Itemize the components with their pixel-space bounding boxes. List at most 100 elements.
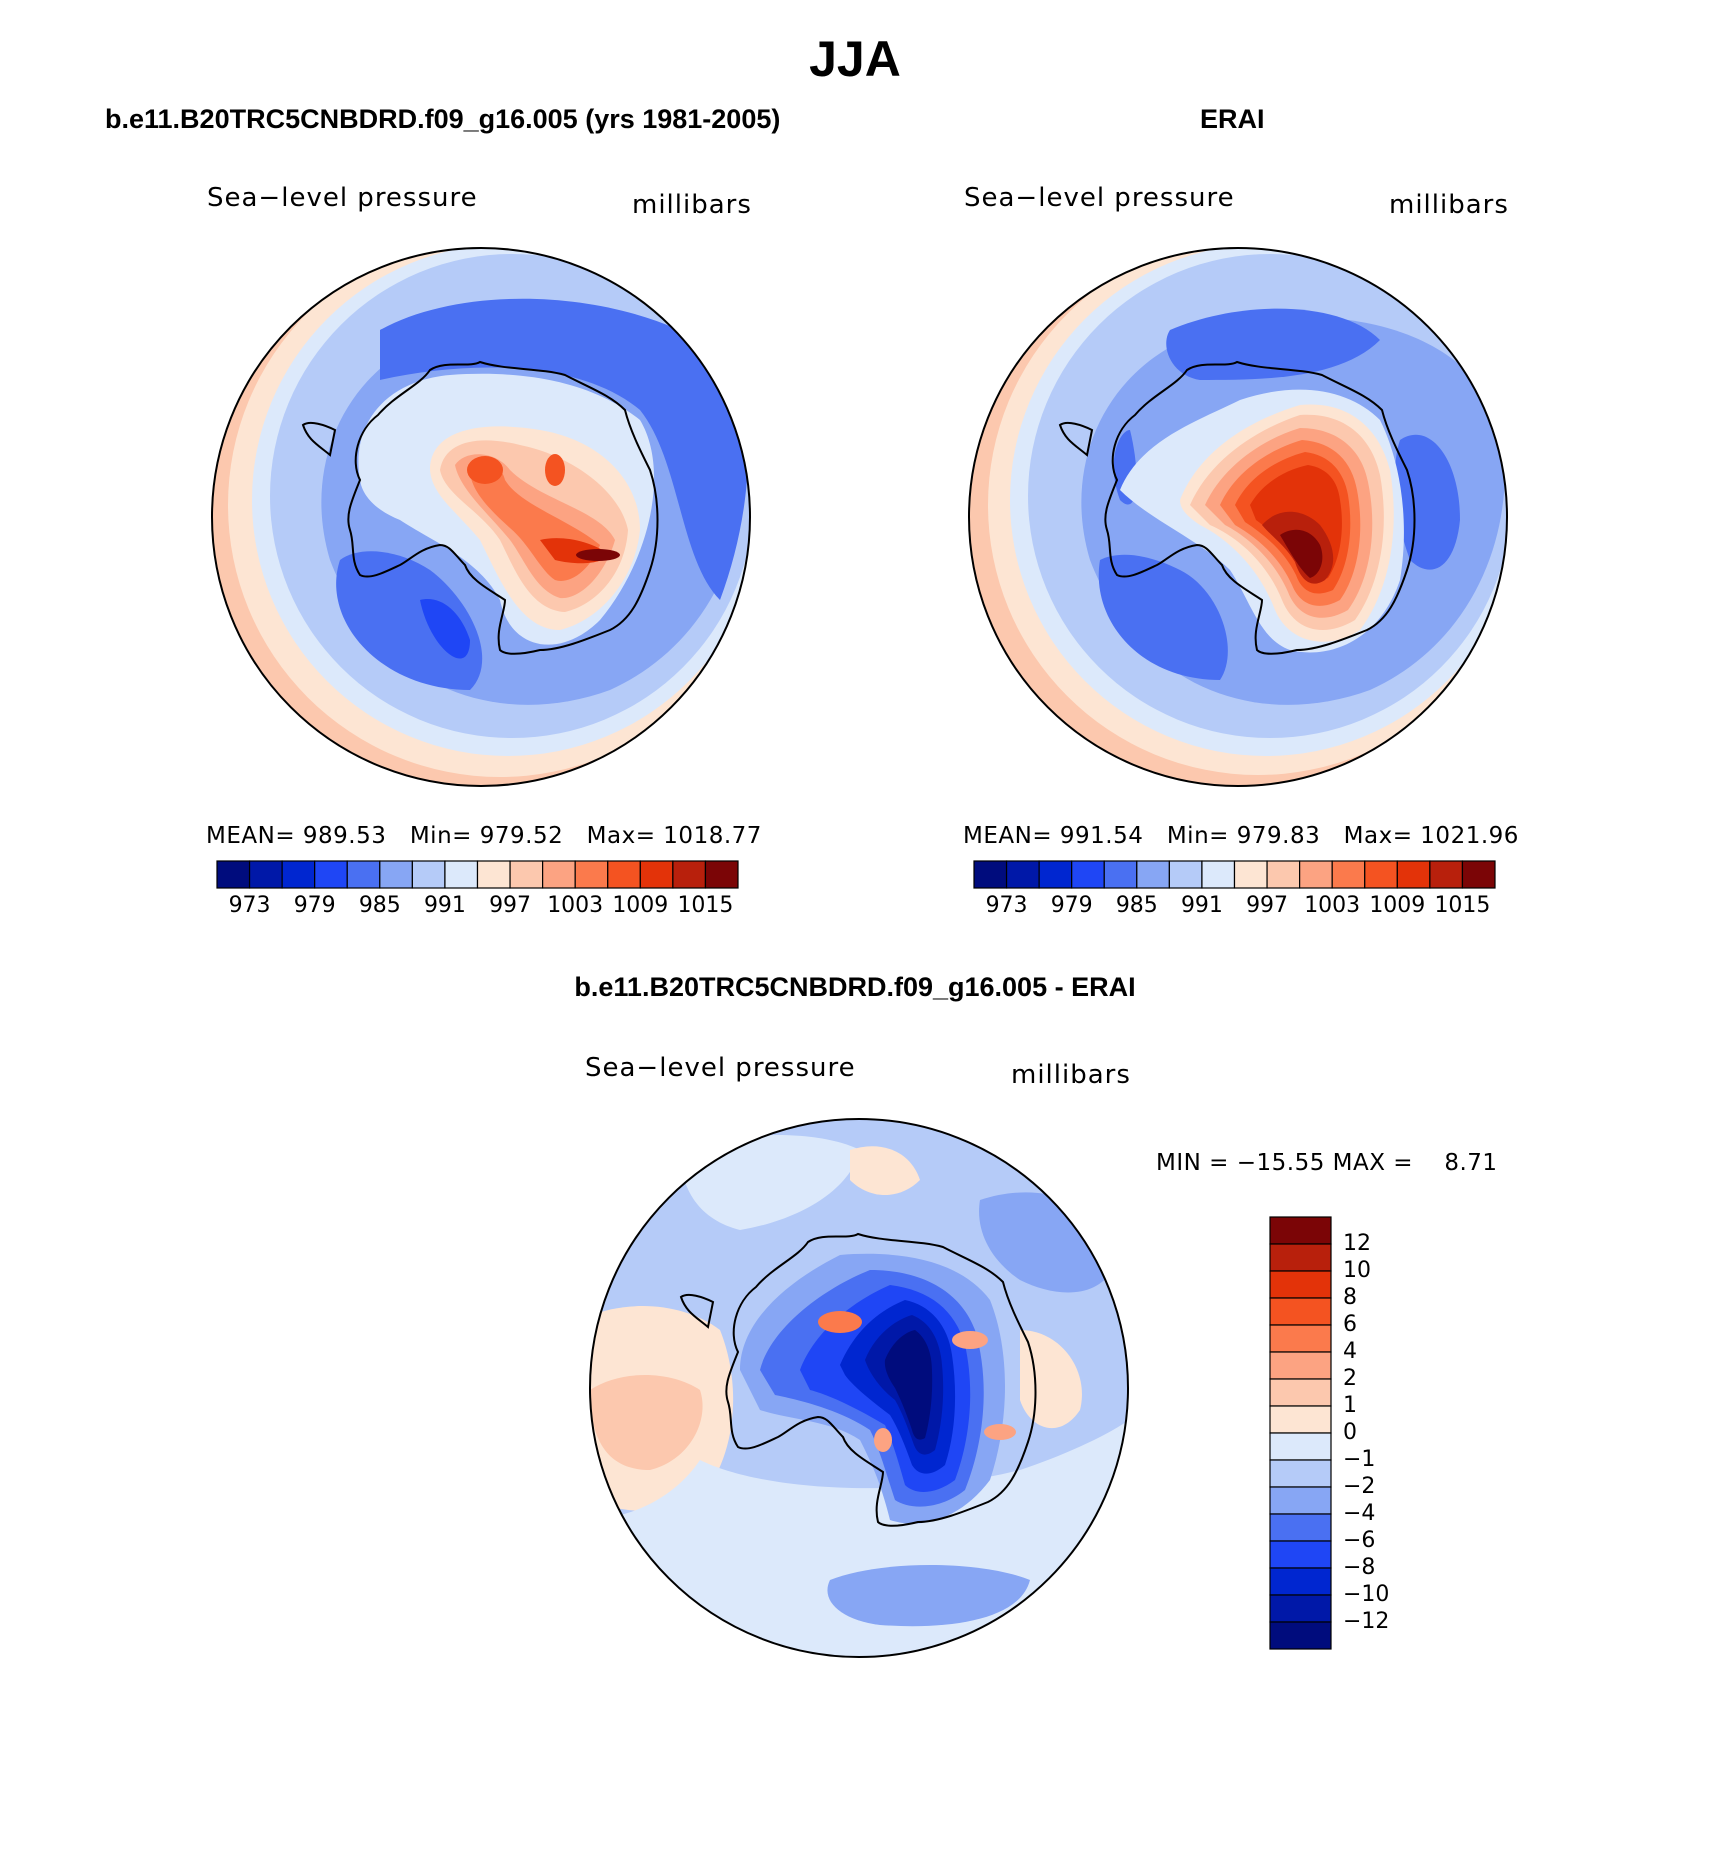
field-band xyxy=(380,298,749,600)
colorbar-tick-label: 0 xyxy=(1343,1420,1357,1445)
colorbar-swatch xyxy=(1269,1351,1332,1380)
colorbar-swatch xyxy=(314,860,348,889)
min-value: 979.52 xyxy=(479,823,564,849)
colorbar-swatch xyxy=(248,860,283,889)
colorbar-swatch xyxy=(1269,1432,1332,1461)
colorbar-tick-label: 979 xyxy=(1050,893,1093,918)
colorbar-tick-label: 1009 xyxy=(612,893,669,918)
field-band xyxy=(467,456,503,484)
colorbar-swatch xyxy=(1269,1567,1332,1596)
max-value: 1018.77 xyxy=(663,823,762,849)
colorbar-tick-label: 10 xyxy=(1343,1258,1371,1283)
figure-title: JJA xyxy=(809,31,901,87)
colorbar-swatch xyxy=(704,860,739,889)
colorbar-tick-label: 1015 xyxy=(1434,893,1491,918)
antarctic-peninsula-coastline xyxy=(301,421,337,457)
field-band xyxy=(680,1135,860,1230)
colorbar-model xyxy=(216,860,739,889)
field-band xyxy=(420,599,470,659)
colorbar-swatch xyxy=(1269,1486,1332,1515)
stats-difference: MIN = −15.55 MAX = 8.71 xyxy=(1156,1150,1498,1176)
colorbar-swatch xyxy=(281,860,316,889)
colorbar-swatch xyxy=(1201,860,1236,889)
colorbar-swatch xyxy=(1461,860,1496,889)
field-band xyxy=(576,549,620,561)
colorbar-swatch xyxy=(346,860,381,889)
colorbar-tick-label: 2 xyxy=(1343,1366,1357,1391)
colorbar-tick-label: 997 xyxy=(1246,893,1289,918)
field-band xyxy=(1394,434,1460,570)
colorbar-tick-label: −10 xyxy=(1343,1582,1390,1607)
field-band xyxy=(590,1375,703,1470)
field-band xyxy=(1166,308,1380,380)
variable-label-difference: Sea−level pressure xyxy=(585,1053,856,1083)
colorbar-tick-label: 1015 xyxy=(677,893,734,918)
colorbar-tick-label: 985 xyxy=(1115,893,1158,918)
field-band xyxy=(827,1565,1030,1627)
colorbar-swatch xyxy=(1038,860,1073,889)
colorbar-swatch xyxy=(216,860,251,889)
colorbar-swatch xyxy=(1269,1540,1332,1569)
colorbar-swatch xyxy=(639,860,674,889)
colorbar-swatch xyxy=(1136,860,1170,889)
colorbar-tick-label: 973 xyxy=(985,893,1028,918)
map-erai xyxy=(968,247,1508,787)
variable-label-model: Sea−level pressure xyxy=(207,183,478,213)
mean-value: 991.54 xyxy=(1059,823,1144,849)
colorbar-swatch xyxy=(672,860,707,889)
colorbar-swatch xyxy=(1269,1405,1332,1434)
map-boundary xyxy=(589,1118,1129,1658)
colorbar-tick-label: 991 xyxy=(423,893,466,918)
colorbar-tick-label: −4 xyxy=(1343,1501,1376,1526)
colorbar-swatch xyxy=(1103,860,1138,889)
colorbar-swatch xyxy=(1071,860,1105,889)
colorbar-tick-label: 12 xyxy=(1343,1231,1371,1256)
min-value: 979.83 xyxy=(1236,823,1321,849)
colorbar-swatch xyxy=(1269,1243,1332,1272)
colorbar-tick-label: 1003 xyxy=(1304,893,1361,918)
field-band xyxy=(1098,554,1228,680)
antarctica-coastline xyxy=(725,1232,1037,1527)
colorbar-swatch xyxy=(1005,860,1040,889)
colorbar-tick-label: 1003 xyxy=(547,893,604,918)
field-band xyxy=(545,454,565,486)
field-band xyxy=(1280,529,1323,578)
variable-label-erai: Sea−level pressure xyxy=(964,183,1235,213)
stats-erai: MEAN= 991.54 Min= 979.83 Max= 1021.96 xyxy=(963,823,1519,849)
colorbar-swatch xyxy=(1269,1216,1332,1245)
min-label: Min= xyxy=(409,823,472,849)
panel-title-erai: ERAI xyxy=(1200,104,1265,134)
colorbar-swatch xyxy=(1364,860,1398,889)
colorbar-swatch xyxy=(1269,1378,1332,1407)
colorbar-swatch xyxy=(1269,1594,1332,1623)
colorbar-tick-label: 6 xyxy=(1343,1312,1357,1337)
units-label-erai: millibars xyxy=(1389,190,1509,220)
colorbar-tick-label: 985 xyxy=(358,893,401,918)
colorbar-swatch xyxy=(1396,860,1431,889)
colorbar-swatch xyxy=(574,860,609,889)
colorbar-swatch xyxy=(1269,1324,1332,1353)
min-label: Min= xyxy=(1166,823,1229,849)
colorbar-swatch xyxy=(542,860,576,889)
colorbar-swatch xyxy=(1233,860,1268,889)
colorbar-swatch xyxy=(607,860,641,889)
map-model xyxy=(211,247,751,787)
stats-model: MEAN= 989.53 Min= 979.52 Max= 1018.77 xyxy=(206,823,762,849)
colorbar-tick-label: 4 xyxy=(1343,1339,1357,1364)
field-band xyxy=(818,1311,862,1333)
colorbar-tick-label: −2 xyxy=(1343,1474,1376,1499)
mean-value: 989.53 xyxy=(302,823,387,849)
max-value: 1021.96 xyxy=(1420,823,1519,849)
field-band xyxy=(850,1146,920,1195)
colorbar-swatch xyxy=(1299,860,1333,889)
field-band xyxy=(874,1428,892,1452)
map-boundary xyxy=(968,247,1508,787)
colorbar-tick-label: 973 xyxy=(228,893,271,918)
panel-title-difference: b.e11.B20TRC5CNBDRD.f09_g16.005 - ERAI xyxy=(574,972,1136,1002)
mean-label: MEAN= xyxy=(963,823,1053,849)
colorbar-tick-label: −8 xyxy=(1343,1555,1376,1580)
antarctica-coastline xyxy=(1104,360,1416,655)
colorbar-tick-label: 991 xyxy=(1180,893,1223,918)
colorbar-difference xyxy=(1269,1216,1332,1650)
colorbar-tick-label: −1 xyxy=(1343,1447,1376,1472)
